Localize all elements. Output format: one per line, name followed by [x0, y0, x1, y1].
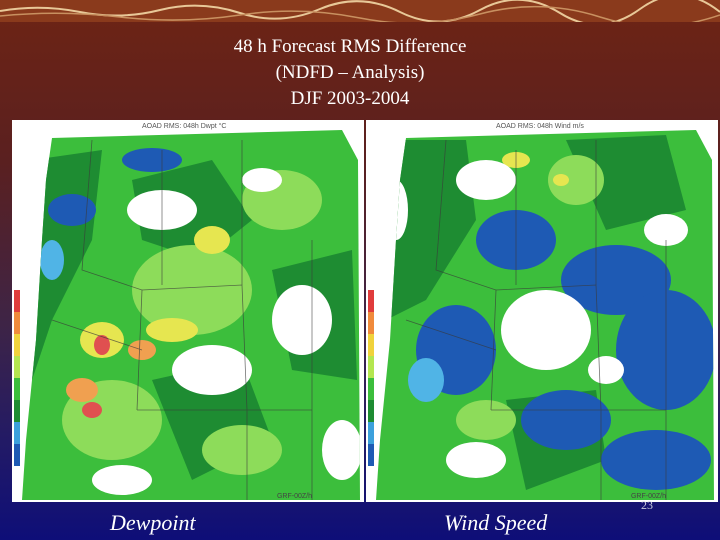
- wind-speed-caption: Wind Speed: [444, 510, 548, 535]
- dewpoint-map-graphic: [12, 120, 364, 502]
- top-decorative-border: [0, 0, 720, 22]
- slide-number: 23: [641, 498, 653, 512]
- title-line-3: DJF 2003-2004: [290, 88, 410, 109]
- wind-speed-colorbar: [368, 290, 374, 466]
- wind-speed-map-footer: GRF-00Z/h: [630, 493, 666, 500]
- dewpoint-caption: Dewpoint: [110, 510, 196, 535]
- title-line-1: 48 h Forecast RMS Difference: [233, 36, 467, 57]
- slide-title: 48 h Forecast RMS Difference (NDFD – Ana…: [0, 34, 700, 112]
- dewpoint-map-header: AOAD RMS: 048h Dwpt °C: [142, 123, 227, 130]
- dewpoint-colorbar: [14, 290, 20, 466]
- title-line-2: (NDFD – Analysis): [275, 62, 425, 83]
- wind-speed-rms-map: AOAD RMS: 048h Wind m/s GRF-00Z/h: [366, 120, 718, 502]
- wind-speed-map-header: AOAD RMS: 048h Wind m/s: [496, 123, 584, 130]
- dewpoint-map-footer: GRF-00Z/h: [276, 493, 312, 500]
- wind-speed-map-graphic: [366, 120, 718, 502]
- dewpoint-rms-map: AOAD RMS: 048h Dwpt °C GRF-00Z/h: [12, 120, 364, 502]
